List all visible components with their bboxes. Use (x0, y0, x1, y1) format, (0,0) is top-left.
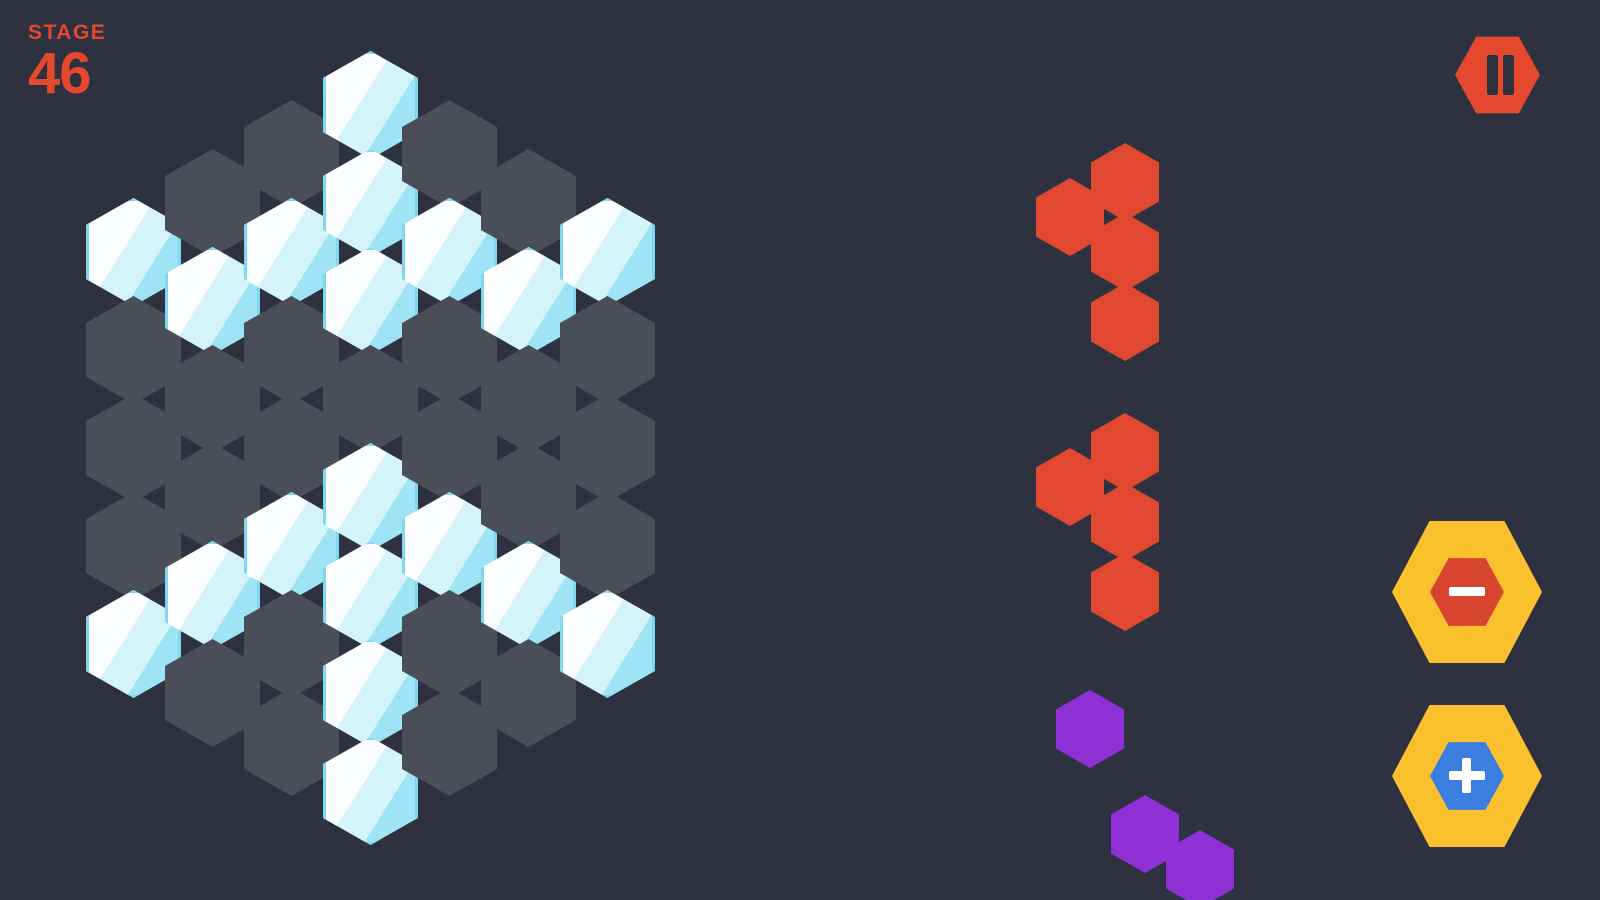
plus-icon (1392, 702, 1542, 850)
stage-label: STAGE (28, 21, 107, 44)
pause-icon (1455, 35, 1540, 115)
stage-number: 46 (28, 41, 92, 106)
piece-hexagon (1091, 213, 1159, 291)
add-piece-button[interactable] (1392, 702, 1542, 850)
piece-hexagon (1091, 413, 1159, 491)
remove-piece-button[interactable] (1392, 518, 1542, 666)
piece-hexagon (1091, 283, 1159, 361)
minus-icon (1392, 518, 1542, 666)
piece-hexagon (1091, 483, 1159, 561)
piece-tray (1000, 0, 1340, 900)
hex-board[interactable] (0, 0, 900, 900)
piece-hexagon (1091, 553, 1159, 631)
stage-indicator: STAGE 46 (28, 22, 106, 103)
piece-hexagon (1091, 143, 1159, 221)
piece-hexagon (1056, 690, 1124, 768)
pause-button[interactable] (1455, 35, 1540, 115)
